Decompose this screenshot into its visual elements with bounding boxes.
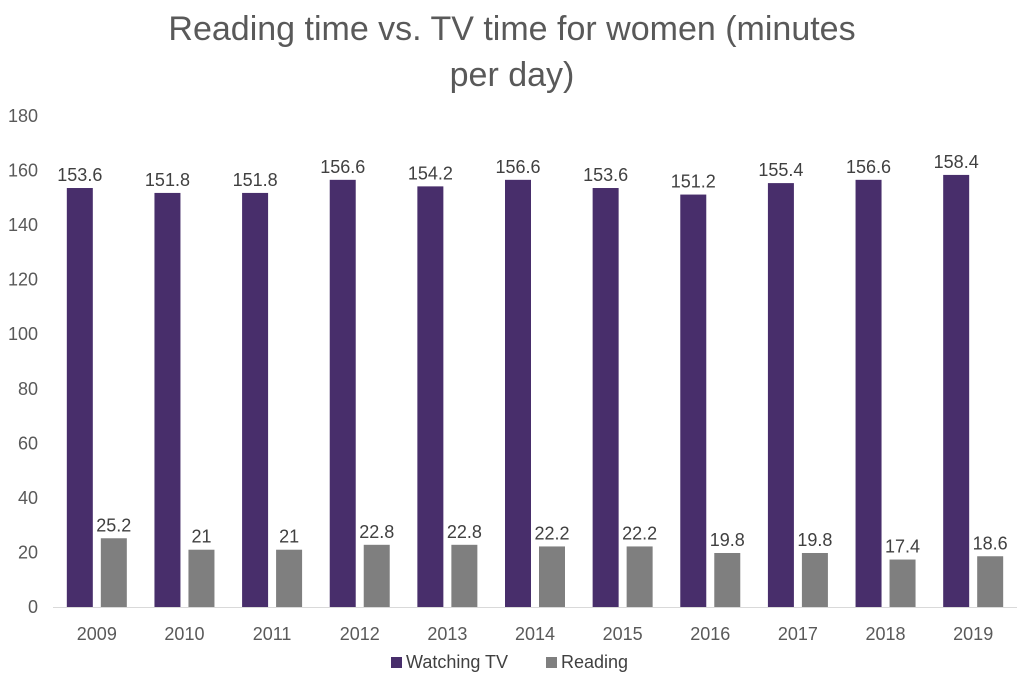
y-tick-label: 80 <box>18 379 38 399</box>
y-tick-label: 60 <box>18 433 38 453</box>
bar <box>505 179 531 607</box>
x-tick-label: 2010 <box>164 624 204 644</box>
bar <box>100 538 127 607</box>
data-label: 151.8 <box>233 170 278 190</box>
bar <box>977 556 1004 607</box>
data-label: 151.8 <box>145 170 190 190</box>
data-label: 19.8 <box>797 530 832 550</box>
bar-group: 158.4 18.6 <box>934 152 1008 608</box>
bar-group: 156.6 17.4 <box>846 157 920 607</box>
bar <box>855 179 882 607</box>
bar <box>889 559 916 607</box>
data-label: 153.6 <box>57 165 102 185</box>
bar <box>451 544 478 607</box>
x-tick-label: 2012 <box>340 624 380 644</box>
y-tick-label: 40 <box>18 488 38 508</box>
bar-group: 151.2 19.8 <box>671 172 745 607</box>
x-tick-label: 2013 <box>427 624 467 644</box>
data-label: 17.4 <box>885 537 920 557</box>
bar-group: 156.6 22.2 <box>495 157 570 607</box>
legend-item: Watching TV <box>391 652 508 672</box>
chart-title: Reading time vs. TV time for women (minu… <box>0 6 1024 98</box>
bar <box>626 546 653 607</box>
data-label: 156.6 <box>320 157 365 177</box>
bar-group: 151.8 21 <box>145 170 215 607</box>
y-tick-label: 180 <box>8 106 38 126</box>
bar <box>329 179 356 607</box>
data-label: 22.2 <box>534 523 569 543</box>
bar-group: 151.8 21 <box>233 170 303 607</box>
chart-title-line-1: Reading time vs. TV time for women (minu… <box>168 10 856 48</box>
bar <box>767 183 794 607</box>
bar-group: 156.6 22.8 <box>320 157 394 607</box>
x-tick-label: 2017 <box>778 624 818 644</box>
bar <box>539 546 565 607</box>
bar-group: 153.6 22.2 <box>583 165 657 607</box>
bar <box>680 194 707 607</box>
legend-swatch <box>546 657 557 668</box>
legend-label: Watching TV <box>406 652 508 672</box>
bar <box>242 192 269 607</box>
data-label: 151.2 <box>671 172 716 192</box>
bar <box>801 552 828 607</box>
legend: Watching TV Reading <box>391 652 628 672</box>
x-tick-label: 2011 <box>253 624 292 644</box>
legend-swatch <box>391 657 402 668</box>
y-tick-label: 120 <box>8 270 38 290</box>
bar <box>417 186 444 608</box>
x-tick-label: 2019 <box>953 624 993 644</box>
data-label: 158.4 <box>934 152 979 172</box>
bar <box>188 549 215 607</box>
bar <box>276 549 303 607</box>
y-tick-label: 20 <box>18 542 38 562</box>
legend-label: Reading <box>561 652 628 672</box>
y-axis: 0 20 40 60 80 100 120 140 160 180 <box>8 106 38 617</box>
bar <box>363 544 390 607</box>
x-tick-label: 2015 <box>603 624 643 644</box>
data-label: 156.6 <box>846 157 891 177</box>
data-label: 19.8 <box>710 530 745 550</box>
data-label: 153.6 <box>583 165 628 185</box>
data-label: 18.6 <box>973 533 1008 553</box>
bars: 153.6 25.2 151.8 21 151.8 21 156.6 22.8 154.2 22.… <box>57 152 1008 608</box>
legend-item: Reading <box>546 652 628 672</box>
data-label: 25.2 <box>96 515 131 535</box>
y-tick-label: 160 <box>8 161 38 181</box>
data-label: 156.6 <box>495 157 540 177</box>
bar <box>714 552 741 607</box>
bar <box>943 174 970 608</box>
x-axis: 2009 2010 2011 2012 2013 2014 2015 2016 2017 2018… <box>53 607 1017 644</box>
y-tick-label: 100 <box>8 324 38 344</box>
data-label: 22.2 <box>622 523 657 543</box>
data-label: 21 <box>279 527 299 547</box>
x-tick-label: 2009 <box>77 624 117 644</box>
bar <box>154 192 181 607</box>
bar-group: 154.2 22.8 <box>408 163 482 608</box>
bar-group: 153.6 25.2 <box>57 165 131 607</box>
bar <box>592 188 619 607</box>
data-label: 21 <box>191 527 211 547</box>
chart-title-line-2: per day) <box>449 56 575 94</box>
y-tick-label: 0 <box>28 597 38 617</box>
data-label: 22.8 <box>359 522 394 542</box>
x-tick-label: 2014 <box>515 624 555 644</box>
y-tick-label: 140 <box>8 215 38 235</box>
x-tick-label: 2018 <box>866 624 906 644</box>
data-label: 22.8 <box>447 522 482 542</box>
data-label: 155.4 <box>758 160 803 180</box>
x-tick-label: 2016 <box>690 624 730 644</box>
bar <box>66 188 93 607</box>
bar-group: 155.4 19.8 <box>758 160 832 607</box>
data-label: 154.2 <box>408 163 453 183</box>
